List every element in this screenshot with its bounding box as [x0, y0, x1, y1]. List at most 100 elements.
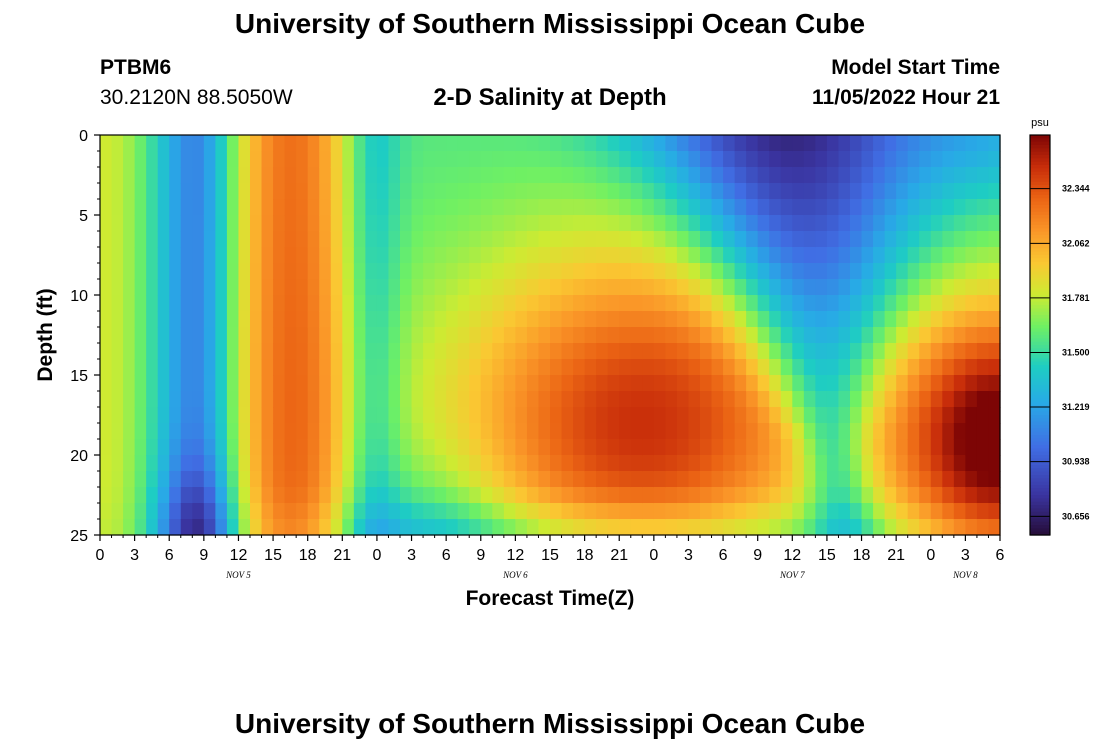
heatmap-cell [261, 407, 274, 424]
heatmap-cell [261, 327, 274, 344]
heatmap-cell [192, 439, 205, 456]
heatmap-cell [792, 311, 805, 328]
heatmap-cell [192, 247, 205, 264]
heatmap-cell [215, 279, 228, 296]
heatmap-cell [388, 455, 401, 472]
heatmap-cell [584, 343, 597, 360]
heatmap-cell [653, 327, 666, 344]
heatmap-cell [446, 199, 459, 216]
heatmap-cell [815, 311, 828, 328]
heatmap-cell [353, 471, 366, 488]
heatmap-cell [469, 247, 482, 264]
heatmap-cell [480, 407, 493, 424]
heatmap-cell [965, 359, 978, 376]
heatmap-cell [873, 375, 886, 392]
heatmap-cell [953, 455, 966, 472]
heatmap-cell [273, 231, 286, 248]
heatmap-cell [388, 311, 401, 328]
colorbar-swatch [1030, 455, 1050, 459]
heatmap-cell [157, 391, 170, 408]
heatmap-cell [203, 151, 216, 168]
heatmap-cell [376, 327, 390, 344]
heatmap-cell [446, 151, 459, 168]
heatmap-cell [250, 503, 263, 520]
heatmap-cell [861, 439, 874, 456]
heatmap-cell [376, 247, 390, 264]
heatmap-cell [976, 455, 990, 472]
x-tick-label: 15 [264, 547, 282, 564]
heatmap-cell [111, 391, 124, 408]
x-tick-label: 0 [649, 547, 658, 564]
heatmap-cell [330, 167, 343, 184]
heatmap-cell [111, 231, 124, 248]
x-tick-label: 3 [130, 547, 139, 564]
heatmap-cell [446, 503, 459, 520]
heatmap-cell [746, 247, 759, 264]
heatmap-cell [884, 295, 897, 312]
heatmap-cell [457, 407, 470, 424]
heatmap-cell [688, 183, 701, 200]
heatmap-cell [469, 455, 482, 472]
heatmap-cell [561, 391, 574, 408]
heatmap-cell [653, 199, 666, 216]
heatmap-cell [296, 231, 309, 248]
heatmap-cell [111, 183, 124, 200]
heatmap-cell [538, 503, 551, 520]
heatmap-cell [630, 471, 643, 488]
heatmap-cell [653, 359, 666, 376]
heatmap-cell [111, 311, 124, 328]
heatmap-cell [146, 407, 159, 424]
heatmap-cell [111, 279, 124, 296]
heatmap-cell [192, 327, 205, 344]
heatmap-cell [596, 471, 609, 488]
colorbar-swatch [1030, 275, 1050, 279]
heatmap-cell [630, 247, 643, 264]
heatmap-cell [273, 375, 286, 392]
heatmap-cell [676, 247, 690, 264]
colorbar-swatch [1030, 491, 1050, 496]
heatmap-cell [261, 231, 274, 248]
heatmap-cell [538, 215, 551, 232]
heatmap-cell [826, 199, 840, 216]
heatmap-cell [169, 279, 182, 296]
heatmap-cell [169, 471, 182, 488]
heatmap-cell [180, 135, 193, 152]
heatmap-cell [192, 407, 205, 424]
heatmap-cell [942, 423, 955, 440]
heatmap-cell [457, 391, 470, 408]
model-start-value: 11/05/2022 Hour 21 [812, 86, 1000, 109]
heatmap-cell [607, 279, 620, 296]
heatmap-cell [619, 183, 632, 200]
heatmap-cell [676, 391, 690, 408]
heatmap-cell [965, 519, 978, 536]
heatmap-cell [111, 151, 124, 168]
heatmap-cell [388, 487, 401, 504]
heatmap-cell [215, 327, 228, 344]
heatmap-cell [296, 423, 309, 440]
heatmap-cell [215, 135, 228, 152]
heatmap-cell [365, 295, 378, 312]
heatmap-cell [353, 183, 366, 200]
heatmap-cell [688, 199, 701, 216]
heatmap-cell [273, 135, 286, 152]
colorbar-swatch [1030, 305, 1050, 309]
heatmap-cell [653, 247, 666, 264]
heatmap-cell [630, 487, 643, 504]
heatmap-cell [146, 279, 159, 296]
heatmap-cell [965, 343, 978, 360]
heatmap-cell [307, 279, 320, 296]
heatmap-cell [296, 311, 309, 328]
heatmap-cell [307, 487, 320, 504]
colorbar-swatch [1030, 518, 1050, 523]
colorbar-swatch [1030, 418, 1050, 423]
y-tick-label: 10 [70, 288, 88, 305]
heatmap-cell [596, 183, 609, 200]
heatmap-cell [746, 231, 759, 248]
colorbar-tick-label: 31.781 [1062, 293, 1090, 303]
heatmap-cell [815, 519, 828, 536]
heatmap-cell [492, 199, 505, 216]
heatmap-cell [169, 215, 182, 232]
heatmap-cell [457, 167, 470, 184]
heatmap-cell [238, 407, 251, 424]
heatmap-cell [307, 135, 320, 152]
